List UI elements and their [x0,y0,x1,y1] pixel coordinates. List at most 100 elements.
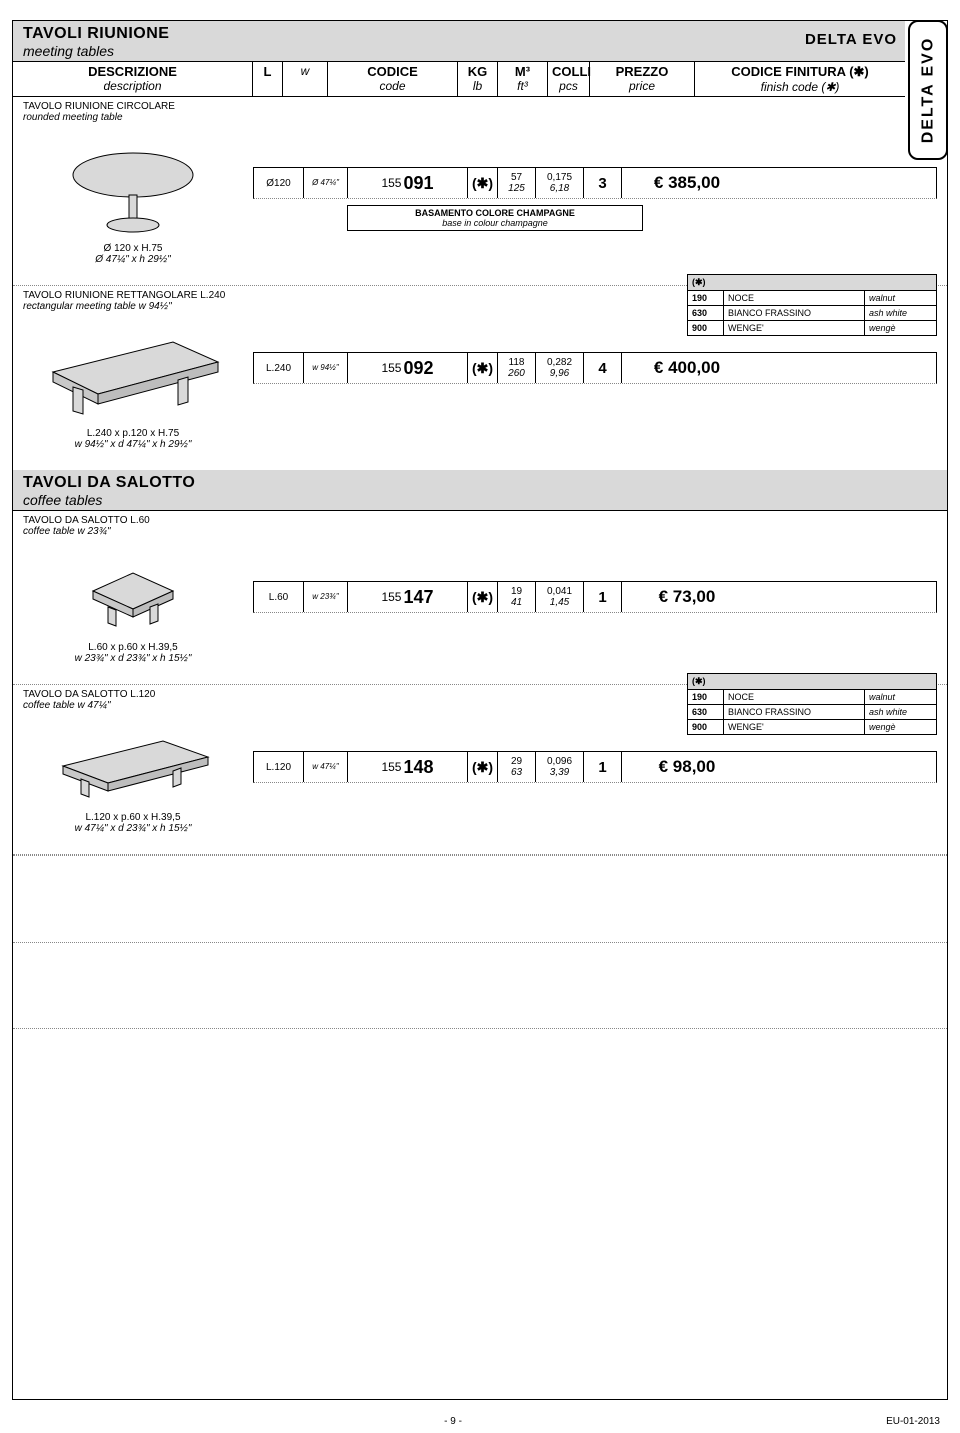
desc-row-1: TAVOLO RIUNIONE CIRCOLARE rounded meetin… [13,97,947,127]
spec-row-1: Ø120 Ø 47¼" 155 091 (✱) 57125 0,1756,18 … [253,167,937,199]
desc1-en: rounded meeting table [23,112,243,123]
product-round-table: Ø 120 x H.75 Ø 47¼" x h 29½" Ø120 Ø 47¼"… [13,127,947,286]
r4-lb: 63 [511,767,522,778]
r1-codepre: 155 [381,176,401,190]
r3-L: L.60 [269,592,288,603]
section2-en: coffee tables [23,492,937,508]
desc2-it: TAVOLO RIUNIONE RETTANGOLARE L.240 [23,290,243,301]
column-headers: DESCRIZIONE description L w CODICEcode K… [13,62,905,97]
r2-lb: 260 [508,368,525,379]
empty-rows [13,855,947,1115]
desc-row-4: TAVOLO DA SALOTTO L.120 coffee table w 4… [13,685,253,711]
ft1-r0-code: 190 [688,291,724,306]
r4-kg: 29 [511,756,522,767]
r3-price: € 73,00 [622,582,752,612]
r3-code: 147 [403,587,433,608]
section-coffee-tables: TAVOLI DA SALOTTO coffee tables [13,470,947,511]
r2-m3: 0,282 [547,357,572,368]
hdr-L: L [257,64,278,79]
section2-it: TAVOLI DA SALOTTO [23,474,937,492]
r4-m3: 0,096 [547,756,572,767]
r1-ft3: 6,18 [550,183,569,194]
desc3-en: coffee table w 23¾" [23,526,243,537]
hdr-lb: lb [462,79,493,93]
hdr-w: w [287,64,323,78]
spec-row-3: L.60 w 23¾" 155 147 (✱) 1941 0,0411,45 1… [253,581,937,613]
r2-kg: 118 [509,357,525,368]
r2-L: L.240 [266,363,291,374]
hdr-colli: COLLI [552,64,585,79]
r4-star: (✱) [468,752,498,782]
r4-ft3: 3,39 [550,767,569,778]
hdr-code-en: code [332,79,453,93]
desc4-it: TAVOLO DA SALOTTO L.120 [23,689,243,700]
r3-w: w 23¾" [312,593,338,602]
row3-dim-it: L.60 x p.60 x H.39,5 [75,642,192,653]
r1-price: € 385,00 [622,168,752,198]
r3-ft3: 1,45 [550,597,569,608]
hdr-price-it: PREZZO [594,64,690,79]
r1-m3: 0,175 [547,172,572,183]
r2-ft3: 9,96 [550,368,569,379]
hdr-code-it: CODICE [332,64,453,79]
r1-lb: 125 [508,183,525,194]
row4-dim-it: L.120 x p.60 x H.39,5 [75,812,192,823]
r3-codepre: 155 [381,590,401,604]
ft2-star: (✱) [688,674,937,690]
r2-star: (✱) [468,353,498,383]
desc-row-3: TAVOLO DA SALOTTO L.60 coffee table w 23… [13,511,947,541]
section-meeting-tables: TAVOLI RIUNIONE meeting tables [13,21,905,62]
spec-row-4: L.120 w 47¼" 155 148 (✱) 2963 0,0963,39 … [253,751,937,783]
r1-code: 091 [403,173,433,194]
row4-dim-en: w 47¼" x d 23¾" x h 15½" [75,823,192,834]
r4-L: L.120 [266,762,291,773]
desc4-en: coffee table w 47¼" [23,700,243,711]
base-note: BASAMENTO COLORE CHAMPAGNE base in colou… [347,205,643,231]
section1-title-en: meeting tables [23,43,895,59]
rect-table-icon [43,332,223,422]
hdr-kg: KG [462,64,493,79]
desc1-it: TAVOLO RIUNIONE CIRCOLARE [23,101,243,112]
r3-colli: 1 [584,582,622,612]
r2-code: 092 [403,358,433,379]
r1-colli: 3 [584,168,622,198]
r4-codepre: 155 [381,760,401,774]
note1-en: base in colour champagne [350,218,640,228]
ft1-star: (✱) [688,275,937,291]
r3-kg: 19 [511,586,522,597]
hdr-finish-en: finish code (✱) [705,80,895,94]
ft2-r0-code: 190 [688,690,724,705]
round-table-icon [63,147,203,237]
row2-dim-en: w 94½" x d 47¼" x h 29½" [75,439,192,450]
r1-kg: 57 [511,172,522,183]
note1-it: BASAMENTO COLORE CHAMPAGNE [350,208,640,218]
coffee-120-icon [53,731,213,806]
r1-star: (✱) [468,168,498,198]
row2-dim-it: L.240 x p.120 x H.75 [75,428,192,439]
r3-lb: 41 [511,597,522,608]
r2-w: w 94½" [312,364,338,373]
hdr-desc-it: DESCRIZIONE [23,64,242,79]
r2-codepre: 155 [381,361,401,375]
ft2-r0-en: walnut [864,690,936,705]
ft2-r0-it: NOCE [724,690,865,705]
desc3-it: TAVOLO DA SALOTTO L.60 [23,515,243,526]
page-footer: - 9 - EU-01-2013 [0,1410,960,1433]
row3-dim-en: w 23¾" x d 23¾" x h 15½" [75,653,192,664]
catalog-page: DELTA EVO DELTA EVO TAVOLI RIUNIONE meet… [12,20,948,1400]
brand-label: DELTA EVO [805,31,897,48]
product-rect-table: L.240 x p.120 x H.75 w 94½" x d 47¼" x h… [13,312,947,470]
r4-code: 148 [403,757,433,778]
page-number: - 9 - [444,1416,462,1427]
coffee-60-icon [78,561,188,636]
hdr-price-en: price [594,79,690,93]
r3-m3: 0,041 [547,586,572,597]
r4-price: € 98,00 [622,752,752,782]
product-coffee-60: L.60 x p.60 x H.39,5 w 23¾" x d 23¾" x h… [13,541,947,685]
r4-w: w 47¼" [312,763,338,772]
hdr-m3: M³ [502,64,543,79]
hdr-finish-it: CODICE FINITURA (✱) [705,64,895,80]
section1-title-it: TAVOLI RIUNIONE [23,25,895,43]
r3-star: (✱) [468,582,498,612]
r2-colli: 4 [584,353,622,383]
